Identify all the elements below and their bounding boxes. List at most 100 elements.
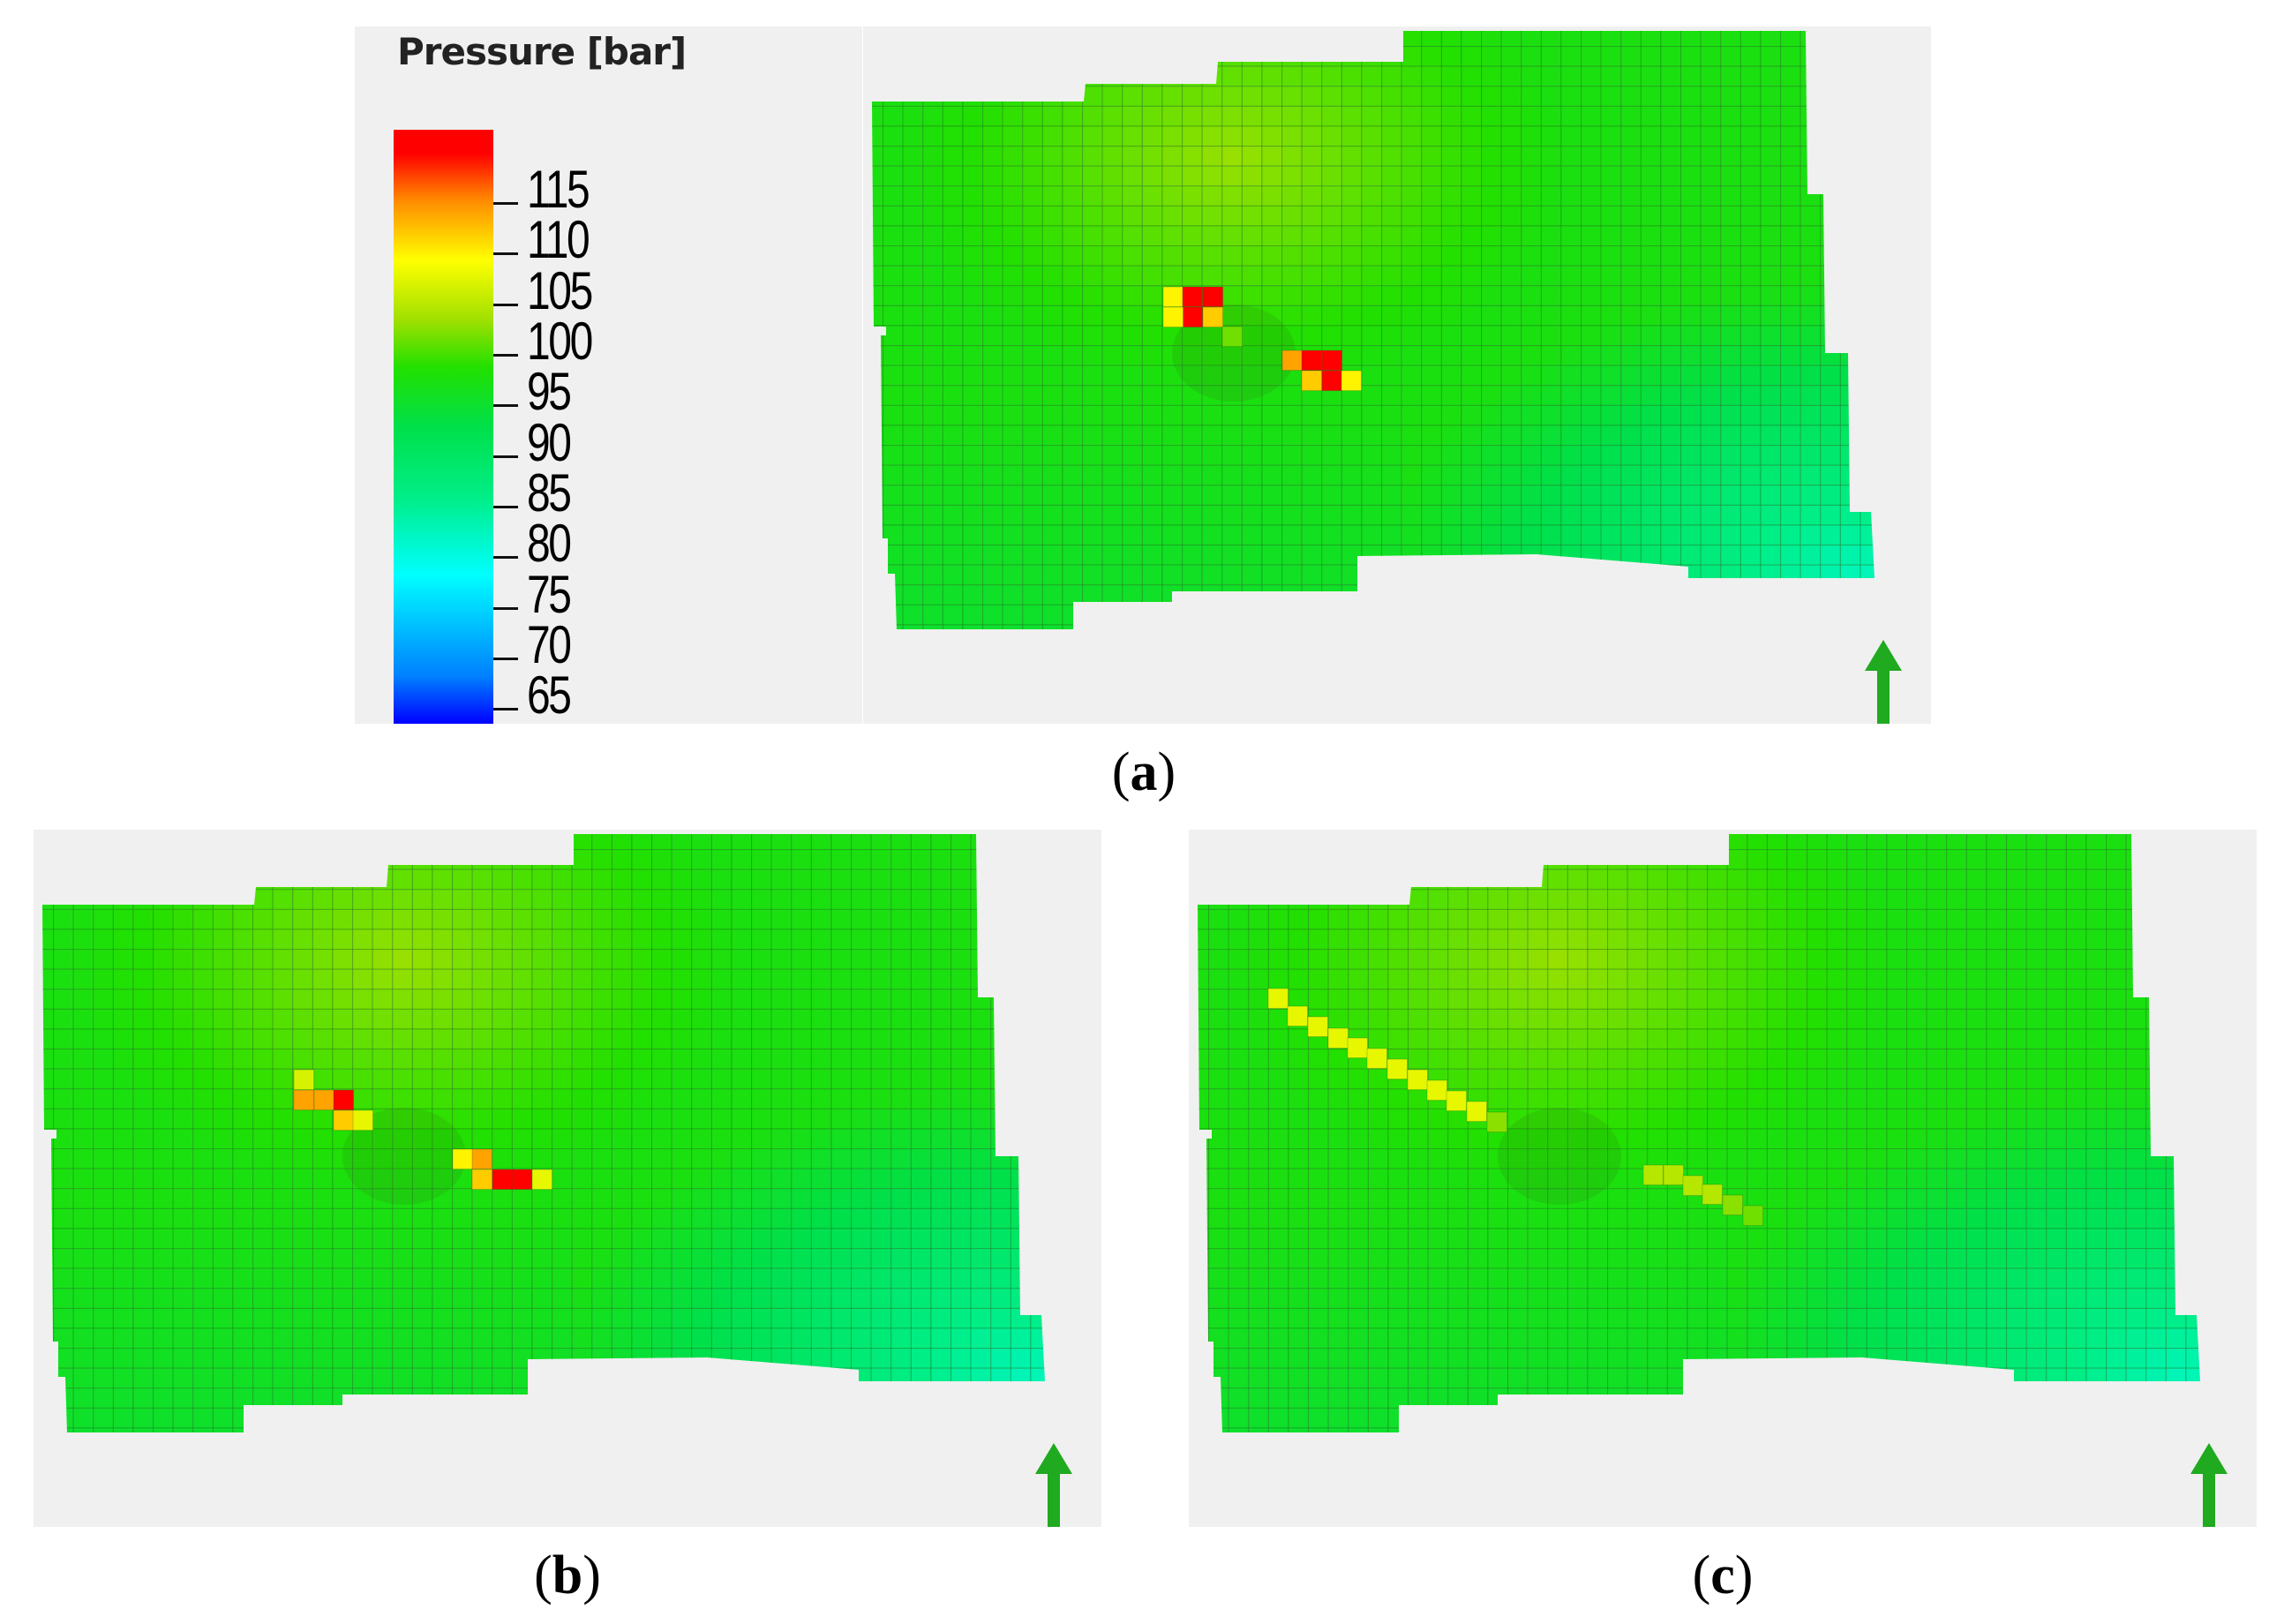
grid-cell — [132, 1288, 154, 1309]
grid-cell — [1248, 1228, 1269, 1250]
grid-cell — [1720, 185, 1741, 207]
grid-cell — [1141, 165, 1163, 187]
grid-cell — [292, 1407, 313, 1429]
grid-cell — [272, 1228, 294, 1250]
grid-cell — [1881, 605, 1901, 625]
grid-cell — [312, 1207, 334, 1229]
grid-cell — [1261, 285, 1283, 306]
grid-cell — [1122, 205, 1143, 227]
grid-cell — [1201, 125, 1223, 147]
grid-cell — [691, 949, 712, 970]
grid-cell — [902, 564, 924, 586]
grid-cell — [2106, 868, 2127, 891]
grid-cell — [791, 1128, 812, 1150]
grid-cell — [252, 849, 274, 870]
grid-cell — [982, 485, 1003, 506]
grid-cell — [1447, 1188, 1469, 1209]
grid-cell — [1906, 1228, 1927, 1250]
grid-cell — [1261, 46, 1283, 67]
grid-cell — [930, 849, 952, 870]
grid-cell — [312, 908, 334, 930]
grid-cell — [132, 1348, 154, 1369]
grid-cell — [531, 1348, 553, 1369]
grid-cell — [1739, 564, 1762, 586]
grid-cell — [332, 1068, 354, 1090]
grid-cell — [1600, 624, 1622, 629]
grid-cell — [1886, 889, 1908, 910]
grid-cell — [53, 1068, 74, 1090]
grid-cell — [1846, 1088, 1867, 1109]
grid-cell — [982, 285, 1003, 306]
hotspot-cell — [293, 1089, 315, 1111]
grid-cell — [910, 1207, 932, 1229]
grid-cell — [2025, 1068, 2047, 1090]
grid-cell — [1301, 125, 1323, 147]
hotspot-cell — [1407, 1069, 1429, 1091]
grid-cell — [2145, 968, 2167, 990]
grid-cell — [1421, 524, 1442, 546]
grid-cell — [1567, 868, 1589, 891]
grid-cell — [942, 245, 964, 267]
grid-cell — [830, 1427, 853, 1432]
grid-cell — [2006, 1049, 2027, 1070]
grid-cell — [872, 624, 884, 629]
grid-cell — [1766, 908, 1788, 930]
grid-cell — [890, 1427, 912, 1432]
grid-cell — [962, 584, 984, 605]
grid-cell — [1886, 1407, 1908, 1429]
grid-cell — [1467, 834, 1489, 851]
grid-cell — [1700, 125, 1722, 147]
grid-cell — [710, 1327, 733, 1350]
grid-cell — [591, 1207, 612, 1229]
grid-cell — [1707, 1327, 1728, 1350]
grid-cell — [1367, 929, 1389, 951]
grid-cell — [531, 1128, 553, 1150]
grid-cell — [950, 908, 972, 930]
grid-cell — [511, 1387, 533, 1409]
grid-cell — [2065, 1307, 2087, 1329]
grid-cell — [2025, 1387, 2047, 1409]
grid-cell — [2006, 1288, 2027, 1309]
grid-cell — [990, 1207, 1011, 1229]
grid-cell — [53, 968, 74, 990]
grid-cell — [2125, 1188, 2147, 1209]
grid-cell — [1201, 604, 1223, 626]
grid-cell — [232, 1168, 254, 1190]
grid-cell — [872, 65, 884, 87]
grid-cell — [1739, 86, 1762, 107]
grid-cell — [1786, 868, 1808, 891]
grid-cell — [2106, 908, 2127, 930]
grid-cell — [942, 65, 964, 87]
grid-cell — [531, 1049, 553, 1070]
grid-cell — [452, 1367, 473, 1389]
grid-cell — [1747, 889, 1768, 910]
grid-cell — [1327, 908, 1349, 930]
grid-cell — [2025, 1108, 2047, 1130]
grid-cell — [1680, 345, 1702, 366]
grid-cell — [1341, 404, 1363, 426]
grid-cell — [2145, 1148, 2167, 1169]
grid-cell — [1030, 1348, 1045, 1369]
grid-cell — [1866, 1307, 1888, 1329]
grid-cell — [72, 1327, 94, 1350]
grid-cell — [1221, 146, 1243, 167]
hotspot-cell — [471, 1169, 493, 1191]
grid-cell — [1051, 1328, 1071, 1349]
grid-cell — [1986, 1288, 2008, 1309]
grid-cell — [1620, 165, 1642, 187]
grid-cell — [1680, 404, 1702, 426]
grid-cell — [1248, 968, 1269, 990]
grid-cell — [1381, 105, 1402, 127]
grid-cell — [990, 868, 1011, 891]
grid-cell — [1261, 624, 1283, 629]
grid-cell — [2125, 1228, 2147, 1250]
grid-cell — [1141, 245, 1163, 267]
grid-cell — [531, 1248, 553, 1269]
grid-cell — [1041, 225, 1063, 247]
grid-cell — [1408, 1108, 1429, 1130]
grid-cell — [571, 1228, 593, 1250]
grid-cell — [1267, 1068, 1289, 1090]
grid-cell — [411, 1348, 433, 1369]
grid-cell — [990, 929, 1011, 951]
grid-cell — [1327, 834, 1349, 851]
